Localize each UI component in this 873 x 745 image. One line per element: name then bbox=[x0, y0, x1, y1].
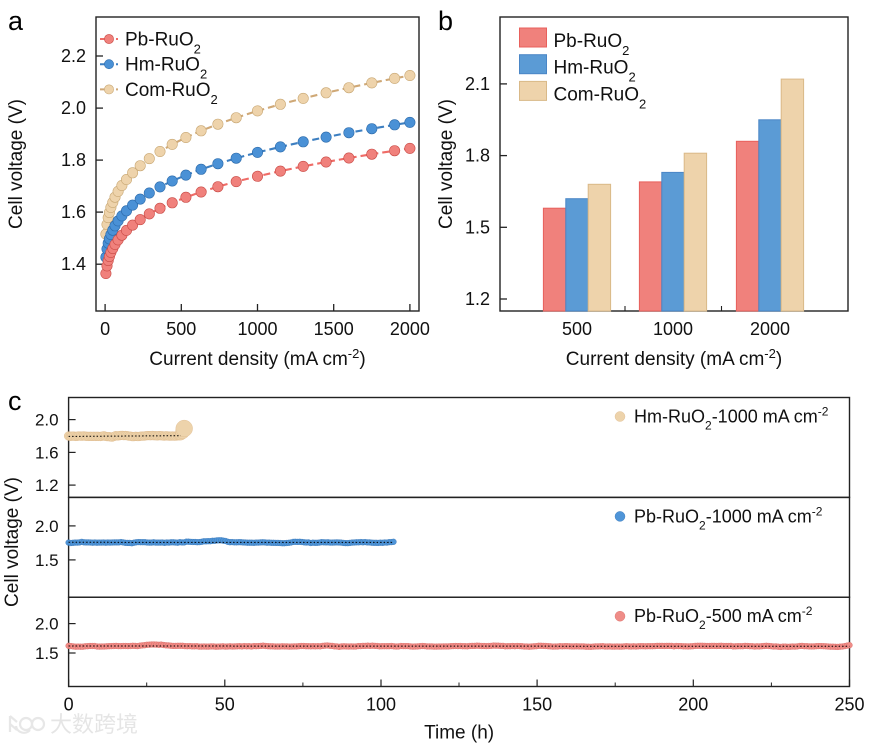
svg-text:1.6: 1.6 bbox=[61, 202, 86, 222]
svg-text:1.8: 1.8 bbox=[61, 150, 86, 170]
svg-text:Cell voltage (V): Cell voltage (V) bbox=[436, 99, 457, 229]
svg-text:1500: 1500 bbox=[314, 319, 354, 339]
svg-text:50: 50 bbox=[215, 695, 235, 715]
svg-text:1000: 1000 bbox=[653, 319, 693, 339]
svg-text:Current density (mA cm-2): Current density (mA cm-2) bbox=[149, 346, 365, 371]
svg-text:1.5: 1.5 bbox=[465, 217, 490, 237]
svg-text:c: c bbox=[8, 386, 22, 416]
svg-text:2000: 2000 bbox=[390, 319, 430, 339]
svg-text:100: 100 bbox=[366, 695, 396, 715]
svg-text:2.2: 2.2 bbox=[61, 46, 86, 66]
svg-text:大数跨境: 大数跨境 bbox=[50, 712, 138, 737]
svg-text:Cell voltage (V): Cell voltage (V) bbox=[6, 99, 27, 229]
svg-text:1000: 1000 bbox=[237, 319, 277, 339]
svg-text:2.0: 2.0 bbox=[35, 411, 59, 430]
svg-text:1.6: 1.6 bbox=[35, 443, 59, 462]
svg-text:500: 500 bbox=[166, 319, 196, 339]
svg-text:2.0: 2.0 bbox=[35, 517, 59, 536]
svg-text:Time (h): Time (h) bbox=[424, 723, 494, 744]
svg-text:Cell voltage (V): Cell voltage (V) bbox=[2, 477, 23, 607]
svg-text:250: 250 bbox=[834, 695, 864, 715]
svg-text:Current density (mA cm-2): Current density (mA cm-2) bbox=[566, 346, 782, 371]
svg-text:1.5: 1.5 bbox=[35, 551, 59, 570]
svg-text:500: 500 bbox=[562, 319, 592, 339]
svg-text:1.2: 1.2 bbox=[465, 289, 490, 309]
svg-text:1.5: 1.5 bbox=[35, 644, 59, 663]
svg-text:2000: 2000 bbox=[750, 319, 790, 339]
svg-text:1.8: 1.8 bbox=[465, 146, 490, 166]
svg-text:200: 200 bbox=[678, 695, 708, 715]
svg-text:1.2: 1.2 bbox=[35, 476, 59, 495]
svg-text:0: 0 bbox=[100, 319, 110, 339]
svg-text:2.0: 2.0 bbox=[61, 98, 86, 118]
svg-text:b: b bbox=[438, 6, 453, 36]
svg-text:2.1: 2.1 bbox=[465, 74, 490, 94]
svg-text:150: 150 bbox=[522, 695, 552, 715]
svg-text:1.4: 1.4 bbox=[61, 254, 86, 274]
svg-text:a: a bbox=[8, 6, 24, 36]
svg-text:2.0: 2.0 bbox=[35, 615, 59, 634]
